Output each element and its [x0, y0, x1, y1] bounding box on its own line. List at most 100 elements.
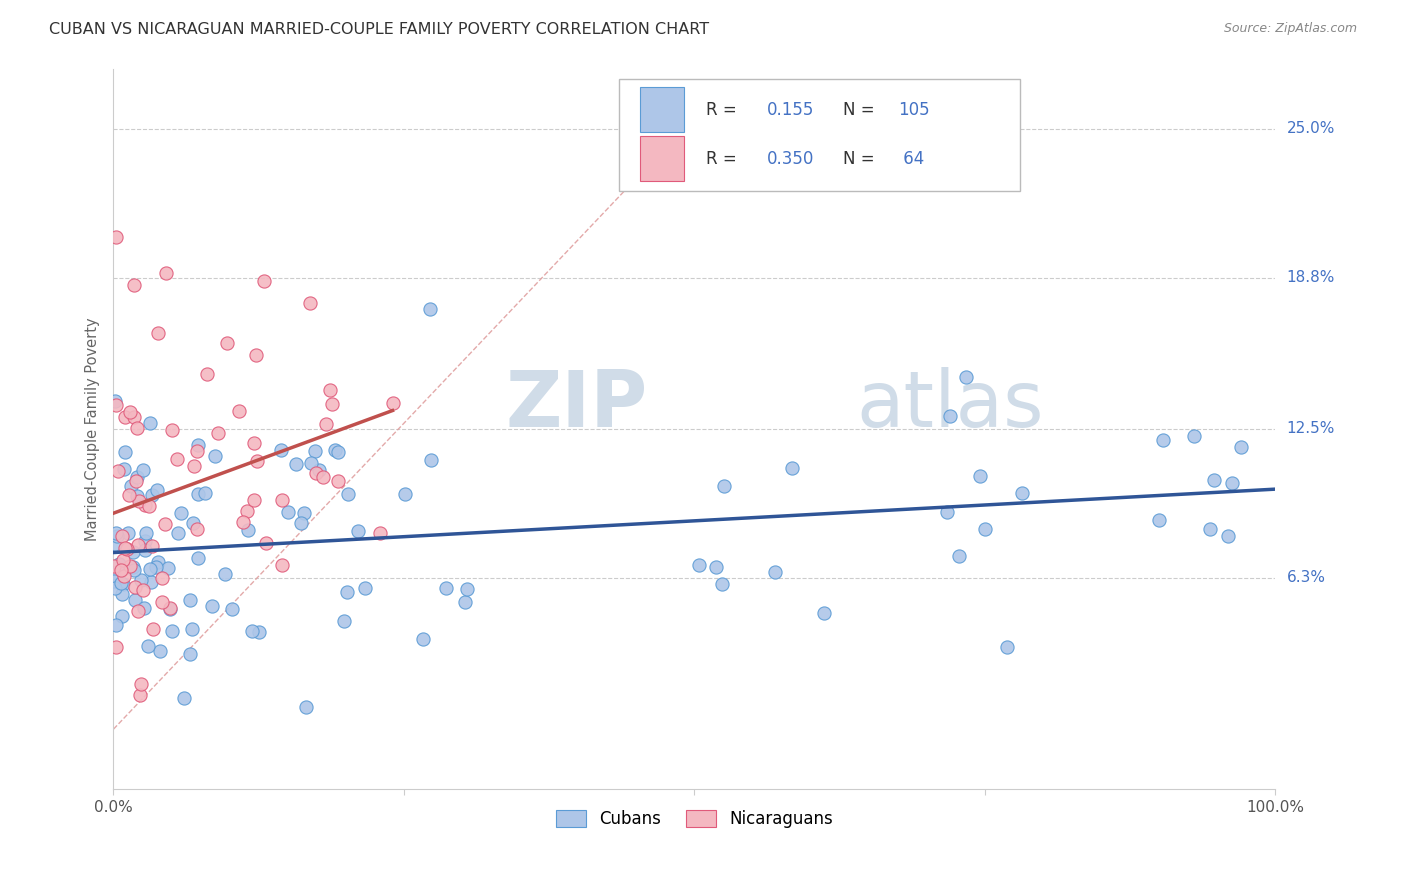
Point [118, 488, 141, 502]
Point [145, 560, 167, 574]
Text: 6.3%: 6.3% [1286, 570, 1326, 585]
Point [1011, 485, 1033, 500]
Point [194, 485, 217, 500]
Point [103, 566, 125, 581]
Point [201, 599, 224, 614]
Point [813, 606, 835, 620]
Text: 0.350: 0.350 [766, 150, 814, 168]
Point [104, 640, 127, 654]
Text: 105: 105 [897, 101, 929, 119]
Point [195, 368, 218, 382]
Point [179, 592, 201, 607]
Text: 64: 64 [897, 150, 924, 168]
Point [381, 396, 404, 410]
Point [160, 624, 183, 638]
Point [312, 470, 335, 484]
FancyBboxPatch shape [640, 87, 683, 132]
Point [688, 558, 710, 573]
Point [1182, 428, 1205, 442]
Point [204, 449, 226, 463]
Point [713, 479, 735, 493]
FancyBboxPatch shape [640, 136, 683, 181]
Point [1229, 440, 1251, 454]
Point [139, 416, 162, 430]
Point [173, 691, 195, 706]
Point [290, 516, 312, 531]
Point [336, 584, 359, 599]
Point [111, 587, 134, 601]
Point [169, 507, 191, 521]
Point [150, 594, 173, 608]
Point [325, 442, 347, 457]
Point [132, 601, 155, 615]
Point [166, 452, 188, 467]
Point [104, 581, 127, 595]
Point [294, 699, 316, 714]
Point [1220, 476, 1243, 491]
Point [420, 452, 443, 467]
Point [969, 468, 991, 483]
Point [240, 624, 263, 639]
Point [948, 549, 970, 564]
Point [326, 474, 349, 488]
Point [132, 463, 155, 477]
Point [114, 409, 136, 424]
Point [156, 561, 179, 575]
Point [124, 410, 146, 425]
Point [1152, 433, 1174, 447]
Point [246, 454, 269, 468]
Point [321, 397, 343, 411]
Point [394, 487, 416, 501]
Point [105, 398, 128, 412]
Point [105, 229, 128, 244]
Point [368, 525, 391, 540]
Point [292, 506, 315, 520]
Point [138, 499, 160, 513]
Point [105, 529, 128, 543]
Point [973, 522, 995, 536]
Point [419, 302, 441, 317]
Point [454, 595, 477, 609]
Point [299, 295, 322, 310]
Point [704, 560, 727, 574]
Point [134, 534, 156, 549]
FancyBboxPatch shape [619, 79, 1019, 191]
Point [117, 525, 139, 540]
Point [139, 574, 162, 589]
Point [115, 541, 138, 556]
Point [103, 574, 125, 588]
Point [124, 580, 146, 594]
Point [112, 462, 135, 476]
Point [214, 566, 236, 581]
Text: ZIP: ZIP [506, 367, 648, 442]
Point [125, 470, 148, 484]
Point [955, 370, 977, 384]
Point [305, 466, 328, 480]
Point [122, 559, 145, 574]
Point [710, 576, 733, 591]
Point [186, 550, 208, 565]
Point [1216, 528, 1239, 542]
Point [995, 640, 1018, 655]
Point [308, 462, 330, 476]
Point [135, 526, 157, 541]
Point [124, 593, 146, 607]
Point [270, 443, 292, 458]
Point [247, 624, 270, 639]
Point [299, 456, 322, 470]
Point [159, 601, 181, 615]
Point [134, 498, 156, 512]
Text: 18.8%: 18.8% [1286, 270, 1334, 285]
Point [434, 581, 457, 595]
Point [148, 326, 170, 340]
Point [125, 421, 148, 435]
Point [111, 528, 134, 542]
Point [179, 647, 201, 661]
Point [112, 568, 135, 582]
Point [129, 677, 152, 691]
Point [107, 464, 129, 478]
Point [763, 565, 786, 579]
Point [122, 545, 145, 559]
Point [935, 505, 957, 519]
Text: N =: N = [844, 101, 880, 119]
